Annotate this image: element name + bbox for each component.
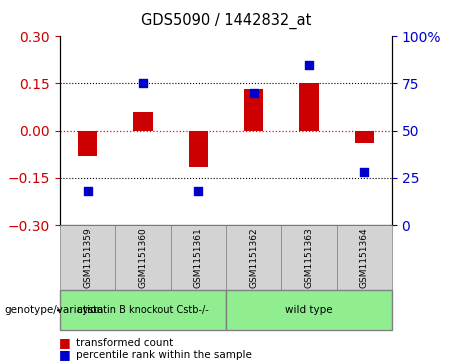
Text: genotype/variation: genotype/variation <box>5 305 104 315</box>
Point <box>84 188 91 194</box>
Text: GSM1151361: GSM1151361 <box>194 227 203 288</box>
Text: ■: ■ <box>59 348 71 362</box>
Point <box>139 81 147 86</box>
Point <box>305 62 313 68</box>
Text: wild type: wild type <box>285 305 333 315</box>
Point <box>195 188 202 194</box>
Bar <box>133 112 153 131</box>
Text: ■: ■ <box>59 337 71 350</box>
Text: GSM1151363: GSM1151363 <box>304 227 313 288</box>
Text: GSM1151359: GSM1151359 <box>83 227 92 288</box>
Bar <box>189 131 208 167</box>
Bar <box>299 83 319 131</box>
Point <box>250 90 257 96</box>
Bar <box>78 131 97 156</box>
Point <box>361 169 368 175</box>
Bar <box>244 89 263 131</box>
Text: GDS5090 / 1442832_at: GDS5090 / 1442832_at <box>141 13 311 29</box>
Text: GSM1151364: GSM1151364 <box>360 227 369 288</box>
Text: GSM1151362: GSM1151362 <box>249 227 258 288</box>
Text: percentile rank within the sample: percentile rank within the sample <box>76 350 252 360</box>
Text: GSM1151360: GSM1151360 <box>138 227 148 288</box>
Bar <box>355 131 374 143</box>
Text: transformed count: transformed count <box>76 338 173 348</box>
Text: cystatin B knockout Cstb-/-: cystatin B knockout Cstb-/- <box>77 305 209 315</box>
